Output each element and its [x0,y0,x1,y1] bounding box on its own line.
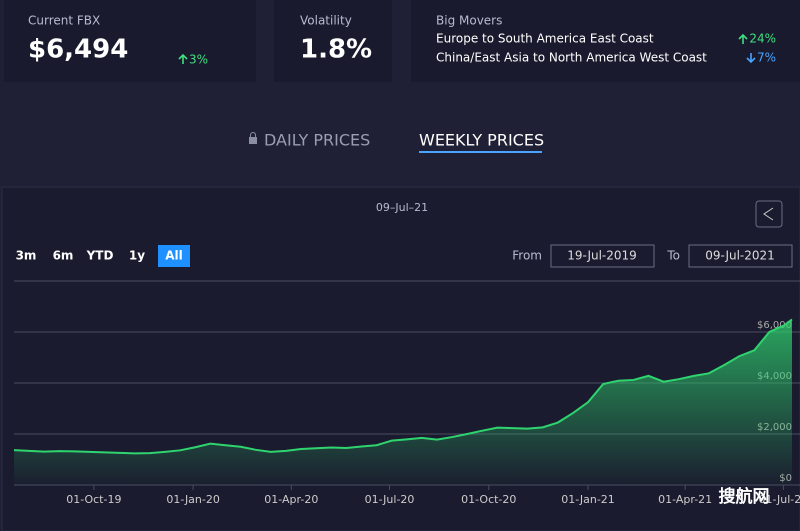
plot: $0$2,000$4,000$6,00001-Oct-1901-Jan-2001… [13,280,800,506]
down-arrow [746,53,756,64]
y-tick-label: $6,000 [757,320,792,331]
x-tick-label: 01-Jul-20 [365,493,415,506]
lock-icon [249,137,257,144]
chart-title: 09–Jul–21 [376,201,428,214]
share-icon [763,207,774,221]
card [4,0,256,82]
share-button[interactable] [755,200,783,228]
range-button[interactable]: YTD [86,249,114,263]
x-tick-label: 01-Oct-20 [461,493,516,506]
card-label: Volatility [300,14,352,28]
range-button-active[interactable] [158,245,190,267]
card-change: 3% [189,53,208,67]
range-button[interactable]: 6m [53,249,74,263]
tab[interactable]: DAILY PRICES [264,131,370,150]
x-tick-label: 01-Apr-21 [658,493,712,506]
lock-icon [250,132,256,137]
route: China/East Asia to North America West Co… [436,51,707,65]
tab-underline [419,151,542,153]
area [14,319,792,485]
range-button[interactable]: 1y [129,249,145,263]
date-input-value: 09-Jul-2021 [705,249,775,263]
watermark: 搜航网 [719,486,770,507]
from-label: From [512,249,542,263]
date-input[interactable] [550,244,655,268]
card-label: Current FBX [28,14,100,28]
card [411,0,800,82]
up-arrow [178,53,188,64]
route-change: 24% [749,32,776,46]
x-tick-label: 01-Oct-19 [66,493,121,506]
card-value: 1.8% [300,35,372,65]
x-tick-label: 01-Apr-20 [264,493,318,506]
up-arrow [738,33,748,44]
route-change: 7% [757,51,776,65]
card [274,0,392,82]
route: Europe to South America East Coast [436,32,654,46]
x-tick-label: 01-Jan-20 [166,493,220,506]
x-tick-label: 01-Jan-21 [561,493,615,506]
to-label: To [666,249,680,263]
tab-active[interactable]: WEEKLY PRICES [419,131,544,150]
date-input[interactable] [688,244,793,268]
card-label: Big Movers [436,14,502,28]
range-button[interactable]: All [165,249,183,263]
card-value: $6,494 [28,35,128,65]
x-tick-label: 01-Jul-21 [758,493,800,506]
date-input-value: 19-Jul-2019 [567,249,637,263]
line [13,318,793,455]
range-button[interactable]: 3m [16,249,37,263]
